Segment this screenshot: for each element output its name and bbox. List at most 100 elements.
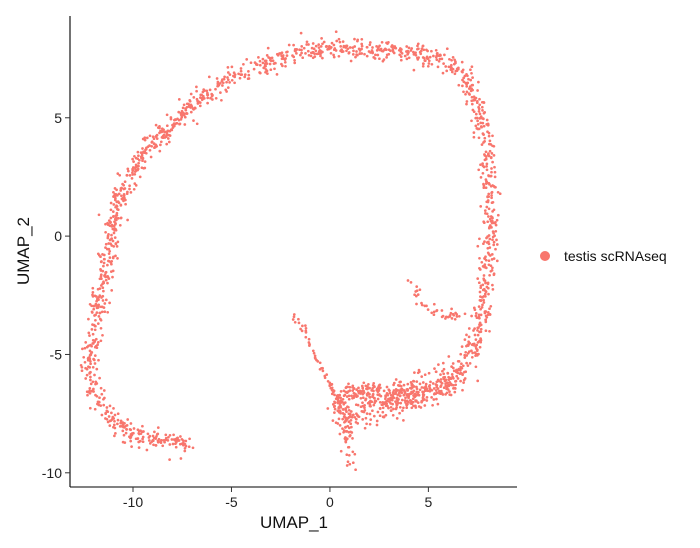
data-point bbox=[100, 413, 104, 417]
data-point bbox=[351, 396, 354, 400]
data-point bbox=[474, 365, 478, 369]
data-point bbox=[368, 43, 372, 47]
data-point bbox=[155, 433, 159, 436]
data-point bbox=[178, 442, 182, 446]
data-point bbox=[487, 152, 490, 155]
data-point bbox=[425, 399, 429, 402]
data-point bbox=[226, 78, 230, 82]
data-point bbox=[86, 393, 89, 397]
data-point bbox=[139, 432, 143, 435]
data-point bbox=[421, 64, 425, 68]
data-point bbox=[456, 377, 460, 380]
data-point bbox=[119, 187, 123, 190]
data-point bbox=[439, 378, 443, 381]
data-point bbox=[268, 62, 272, 66]
data-point bbox=[484, 329, 488, 333]
data-point bbox=[405, 388, 409, 391]
data-point bbox=[361, 404, 365, 408]
data-point bbox=[491, 238, 494, 242]
data-point bbox=[356, 414, 360, 418]
data-point bbox=[482, 141, 485, 144]
data-point bbox=[321, 42, 324, 46]
data-point bbox=[140, 166, 144, 170]
data-point bbox=[441, 361, 445, 365]
data-point bbox=[93, 345, 97, 349]
data-point bbox=[446, 388, 450, 391]
data-point bbox=[414, 394, 418, 398]
data-point bbox=[348, 46, 352, 49]
data-point bbox=[466, 351, 470, 355]
data-point bbox=[416, 401, 420, 404]
data-point bbox=[441, 393, 445, 396]
data-point bbox=[106, 410, 110, 414]
data-point bbox=[124, 202, 127, 206]
data-point bbox=[444, 317, 447, 320]
data-point bbox=[394, 400, 397, 403]
data-point bbox=[333, 411, 336, 414]
data-point bbox=[115, 214, 119, 217]
data-point bbox=[350, 425, 353, 429]
data-point bbox=[481, 121, 485, 125]
data-point bbox=[140, 152, 144, 155]
data-point bbox=[418, 388, 422, 392]
data-point bbox=[201, 90, 205, 94]
data-point bbox=[95, 304, 99, 307]
data-point bbox=[99, 275, 103, 278]
data-point bbox=[354, 403, 358, 407]
data-point bbox=[463, 353, 467, 357]
data-point bbox=[86, 358, 90, 362]
data-point bbox=[450, 58, 453, 62]
data-point bbox=[209, 96, 212, 100]
data-point bbox=[275, 52, 279, 56]
data-point bbox=[108, 256, 112, 259]
data-point bbox=[467, 327, 471, 330]
data-point bbox=[169, 117, 173, 121]
data-point bbox=[94, 324, 97, 328]
data-point bbox=[348, 385, 352, 389]
data-point bbox=[371, 409, 374, 413]
data-point bbox=[93, 314, 96, 317]
data-point bbox=[495, 238, 498, 242]
data-point bbox=[160, 127, 164, 131]
data-point bbox=[417, 390, 420, 394]
data-point bbox=[174, 440, 178, 443]
data-point bbox=[470, 83, 474, 87]
data-point bbox=[476, 244, 480, 248]
data-point bbox=[195, 89, 198, 93]
data-point bbox=[351, 413, 355, 417]
data-point bbox=[461, 68, 465, 72]
data-point bbox=[414, 53, 418, 57]
data-point bbox=[237, 72, 240, 76]
data-point bbox=[335, 39, 339, 43]
data-point bbox=[183, 449, 187, 453]
data-point bbox=[484, 310, 487, 314]
data-point bbox=[113, 198, 117, 202]
data-point bbox=[387, 52, 391, 56]
data-point bbox=[273, 67, 276, 71]
data-point bbox=[387, 48, 391, 52]
data-point bbox=[437, 363, 440, 366]
data-point bbox=[401, 409, 404, 412]
data-point bbox=[88, 389, 91, 393]
data-point bbox=[490, 152, 494, 155]
data-point bbox=[89, 370, 92, 374]
data-point bbox=[98, 396, 101, 400]
data-point bbox=[484, 155, 488, 158]
data-point bbox=[430, 396, 433, 399]
data-point bbox=[482, 298, 485, 302]
data-point bbox=[370, 400, 374, 404]
data-point bbox=[338, 40, 342, 44]
data-point bbox=[362, 391, 366, 394]
data-point bbox=[207, 75, 211, 79]
data-point bbox=[492, 240, 496, 244]
data-point bbox=[205, 89, 209, 93]
data-point bbox=[110, 233, 113, 237]
data-point bbox=[473, 98, 477, 102]
data-point bbox=[459, 379, 462, 383]
data-point bbox=[452, 313, 456, 317]
y-tick-label: -5 bbox=[50, 346, 63, 362]
data-point bbox=[473, 333, 477, 337]
data-point bbox=[141, 437, 144, 441]
data-point bbox=[307, 43, 310, 46]
data-point bbox=[138, 175, 142, 179]
